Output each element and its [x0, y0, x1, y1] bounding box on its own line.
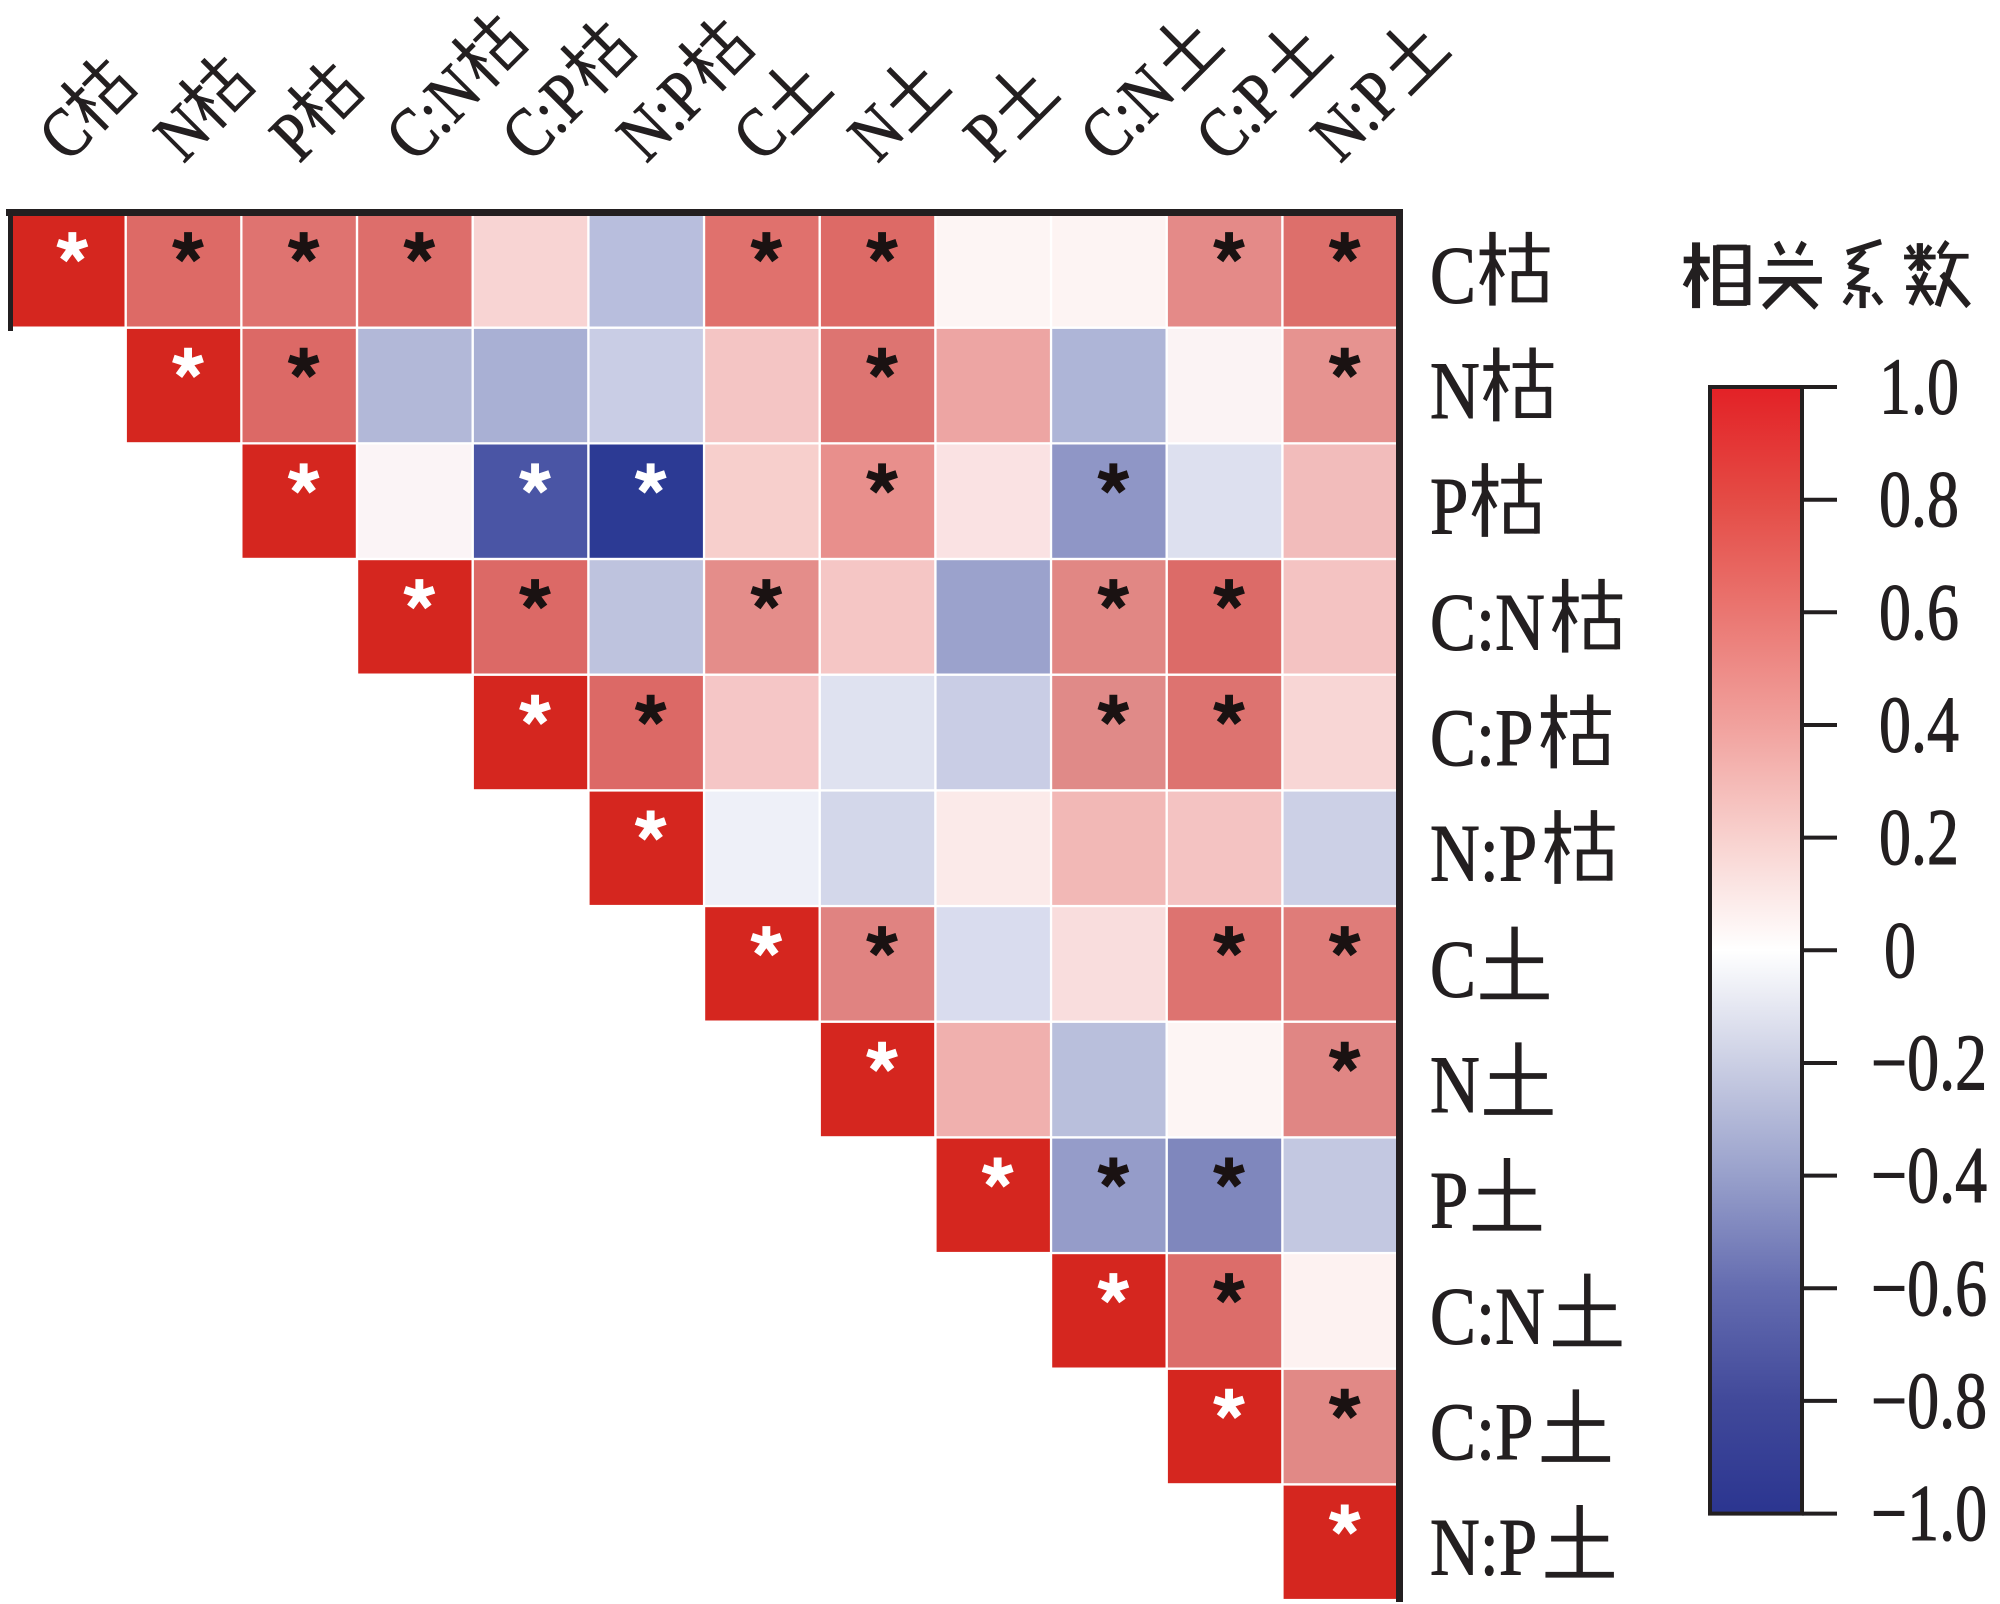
svg-text:C:P: C:P — [1430, 1388, 1533, 1478]
svg-text:C: C — [1430, 231, 1476, 321]
svg-text:C:N: C:N — [1430, 1272, 1545, 1362]
svg-text:P: P — [1430, 1156, 1468, 1246]
svg-text:C: C — [1430, 925, 1476, 1015]
svg-text:−0.8: −0.8 — [1871, 1356, 1987, 1445]
svg-text:C:P: C:P — [1430, 694, 1533, 784]
svg-text:0.4: 0.4 — [1879, 680, 1959, 769]
svg-text:N: N — [1430, 1041, 1480, 1131]
svg-text:−0.2: −0.2 — [1871, 1018, 1987, 1107]
svg-text:1.0: 1.0 — [1879, 342, 1959, 431]
svg-text:N:P: N:P — [1430, 809, 1537, 899]
svg-text:0.8: 0.8 — [1879, 454, 1959, 543]
svg-text:N: N — [1430, 347, 1480, 437]
svg-text:N:P: N:P — [1430, 1503, 1537, 1593]
svg-text:0.6: 0.6 — [1879, 567, 1959, 656]
svg-text:C:N: C:N — [1430, 578, 1545, 668]
svg-text:−1.0: −1.0 — [1871, 1468, 1987, 1557]
svg-text:−0.4: −0.4 — [1871, 1130, 1987, 1219]
svg-text:−0.6: −0.6 — [1871, 1243, 1987, 1332]
svg-text:0: 0 — [1884, 905, 1916, 994]
svg-text:0.2: 0.2 — [1879, 792, 1959, 881]
svg-text:P: P — [1430, 462, 1468, 552]
